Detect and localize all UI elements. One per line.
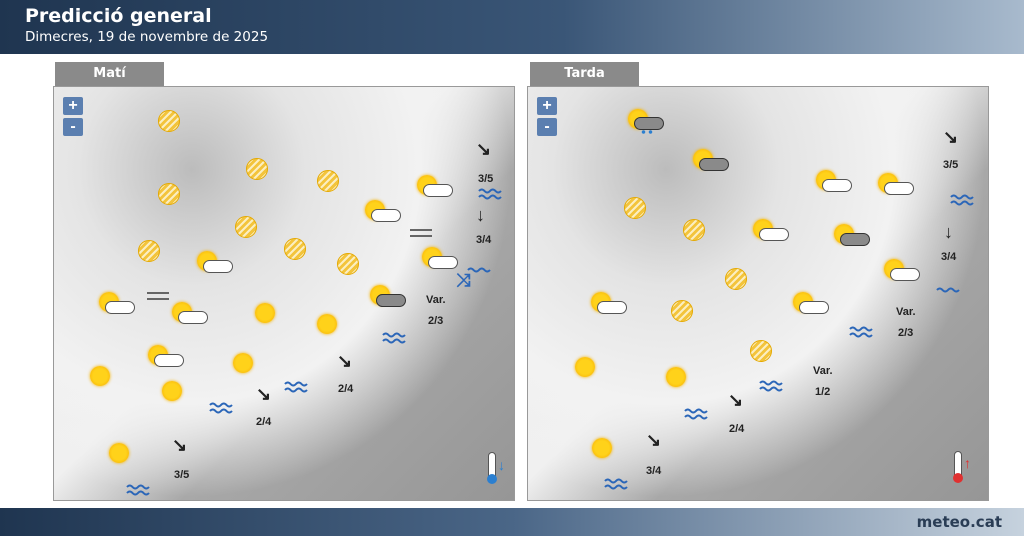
footer: meteo.cat xyxy=(0,508,1024,536)
sun-cloud-icon xyxy=(172,302,208,326)
temperature-down-icon: ↓ xyxy=(498,457,505,473)
wind-label: 2/4 xyxy=(338,383,354,395)
zoom-in-button[interactable]: + xyxy=(63,97,83,115)
sun-icon xyxy=(109,443,129,463)
sun-icon xyxy=(90,366,110,386)
haze-icon xyxy=(284,238,306,260)
sun-icon xyxy=(666,367,686,387)
sun-icon xyxy=(162,381,182,401)
page-title: Predicció general xyxy=(25,5,212,27)
waves-icon xyxy=(759,379,783,393)
wind-arrow-icon: ↘ xyxy=(476,139,492,159)
variable-wind-icon: ⤨ xyxy=(456,270,471,290)
wind-arrow-icon: ↘ xyxy=(943,127,959,147)
haze-icon xyxy=(624,197,646,219)
haze-icon xyxy=(683,219,705,241)
thermometer-icon xyxy=(487,452,497,484)
haze-icon xyxy=(750,340,772,362)
var-value: 2/3 xyxy=(898,327,914,339)
sun-cloud-icon xyxy=(753,219,789,243)
wind-label: 3/4 xyxy=(941,251,957,263)
wind-label: 3/5 xyxy=(943,159,959,171)
waves-icon xyxy=(936,283,960,297)
wind-label: 3/4 xyxy=(476,234,492,246)
waves-icon xyxy=(467,263,491,277)
haze-icon xyxy=(235,216,257,238)
haze-icon xyxy=(671,300,693,322)
sun-cloud-icon xyxy=(884,259,920,283)
haze-icon xyxy=(158,110,180,132)
haze-icon xyxy=(317,170,339,192)
fog-icon xyxy=(147,292,169,300)
var-value: 2/3 xyxy=(428,315,444,327)
sun-icon xyxy=(317,314,337,334)
waves-icon xyxy=(126,483,150,497)
haze-icon xyxy=(138,240,160,262)
waves-icon xyxy=(382,331,406,345)
wind-arrow-icon: ↘ xyxy=(172,435,188,455)
brand-logo: meteo.cat xyxy=(916,513,1002,531)
sun-icon xyxy=(233,353,253,373)
sun-cloud-icon xyxy=(816,170,852,194)
fog-icon xyxy=(410,229,432,237)
haze-icon xyxy=(246,158,268,180)
tab-mati[interactable]: Matí xyxy=(55,62,164,86)
wind-label: 3/5 xyxy=(478,173,494,185)
var-label: Var. xyxy=(426,294,446,306)
map-tarda[interactable]: + - ↘ 3/5 ↓ 3/4 ↘ 2/4 ↘ 3/4 Var. 2/3 Var… xyxy=(527,86,989,501)
map-mati[interactable]: + - ↘ 3/5 ↓ 3/4 ↘ 2/4 ↘ 2/4 ↘ 3/5 ⤨ Var.… xyxy=(53,86,515,501)
wind-arrow-icon: ↘ xyxy=(646,430,662,450)
sun-cloud-icon xyxy=(422,247,458,271)
zoom-out-button[interactable]: - xyxy=(537,118,557,136)
waves-icon xyxy=(684,407,708,421)
haze-icon xyxy=(725,268,747,290)
sun-cloud-icon xyxy=(793,292,829,316)
sun-cloud-icon xyxy=(365,200,401,224)
wind-label: 3/5 xyxy=(174,469,190,481)
wind-arrow-icon: ↓ xyxy=(944,222,953,242)
sun-cloud-icon xyxy=(878,173,914,197)
wind-arrow-icon: ↘ xyxy=(337,351,353,371)
waves-icon xyxy=(284,380,308,394)
wind-arrow-icon: ↓ xyxy=(476,205,485,225)
sun-icon xyxy=(255,303,275,323)
sun-dark-cloud-icon xyxy=(693,149,729,173)
sun-icon xyxy=(575,357,595,377)
haze-icon xyxy=(337,253,359,275)
waves-icon xyxy=(478,187,502,201)
sun-icon xyxy=(592,438,612,458)
var-label: Var. xyxy=(813,365,833,377)
wind-label: 2/4 xyxy=(729,423,745,435)
sun-dark-cloud-icon xyxy=(834,224,870,248)
thermometer-icon xyxy=(953,451,963,483)
sun-cloud-icon xyxy=(591,292,627,316)
zoom-out-button[interactable]: - xyxy=(63,118,83,136)
wind-label: 2/4 xyxy=(256,416,272,428)
waves-icon xyxy=(950,193,974,207)
wind-label: 3/4 xyxy=(646,465,662,477)
zoom-in-button[interactable]: + xyxy=(537,97,557,115)
var-value: 1/2 xyxy=(815,386,831,398)
waves-icon xyxy=(604,477,628,491)
sun-dark-cloud-icon xyxy=(370,285,406,309)
wind-arrow-icon: ↘ xyxy=(728,390,744,410)
temperature-up-icon: ↑ xyxy=(964,455,971,471)
sun-cloud-icon xyxy=(197,251,233,275)
sun-storm-cloud-icon xyxy=(628,109,664,135)
sun-cloud-icon xyxy=(148,345,184,369)
var-label: Var. xyxy=(896,306,916,318)
page-date: Dimecres, 19 de novembre de 2025 xyxy=(25,29,269,45)
header: Predicció general Dimecres, 19 de novemb… xyxy=(0,0,1024,54)
tab-tarda[interactable]: Tarda xyxy=(530,62,639,86)
sun-cloud-icon xyxy=(99,292,135,316)
haze-icon xyxy=(158,183,180,205)
sun-cloud-icon xyxy=(417,175,453,199)
waves-icon xyxy=(849,325,873,339)
wind-arrow-icon: ↘ xyxy=(256,384,272,404)
waves-icon xyxy=(209,401,233,415)
